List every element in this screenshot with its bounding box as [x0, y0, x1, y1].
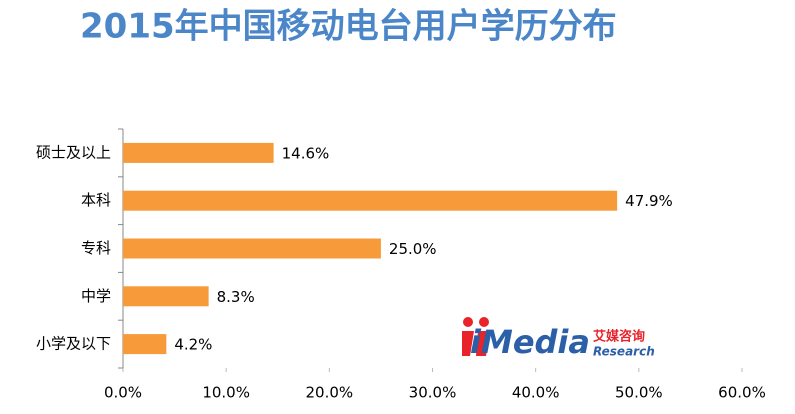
- bar: [123, 142, 274, 163]
- y-tick-label: 本科: [81, 191, 111, 209]
- watermark-brand: iMedia: [470, 323, 590, 361]
- y-tick-label: 中学: [81, 287, 111, 305]
- bar: [123, 286, 209, 307]
- logo-figure: [462, 331, 490, 356]
- watermark-en: Research: [593, 345, 655, 359]
- value-label: 14.6%: [282, 144, 330, 162]
- x-tick-label: 10.0%: [202, 384, 250, 402]
- x-tick-label: 20.0%: [306, 384, 354, 402]
- bar: [123, 238, 381, 259]
- value-label: 8.3%: [217, 288, 255, 306]
- x-tick-label: 60.0%: [718, 384, 766, 402]
- x-tick-label: 30.0%: [409, 384, 457, 402]
- x-tick-label: 0.0%: [104, 384, 142, 402]
- value-label: 4.2%: [174, 336, 212, 354]
- bar: [123, 334, 167, 355]
- watermark-cn: 艾媒咨询: [593, 329, 645, 345]
- x-tick-label: 40.0%: [512, 384, 560, 402]
- value-label: 47.9%: [625, 192, 673, 210]
- y-tick-label: 小学及以下: [36, 335, 111, 353]
- y-tick-label: 硕士及以上: [36, 143, 111, 161]
- x-tick-label: 50.0%: [615, 384, 663, 402]
- value-label: 25.0%: [389, 240, 437, 258]
- watermark: iMedia 艾媒咨询 Research: [462, 317, 655, 361]
- y-tick-label: 专科: [81, 239, 111, 257]
- bar: [123, 190, 618, 211]
- logo-dot: [463, 317, 473, 327]
- chart-title: 2015年中国移动电台用户学历分布: [80, 7, 617, 47]
- logo-dot: [479, 317, 489, 327]
